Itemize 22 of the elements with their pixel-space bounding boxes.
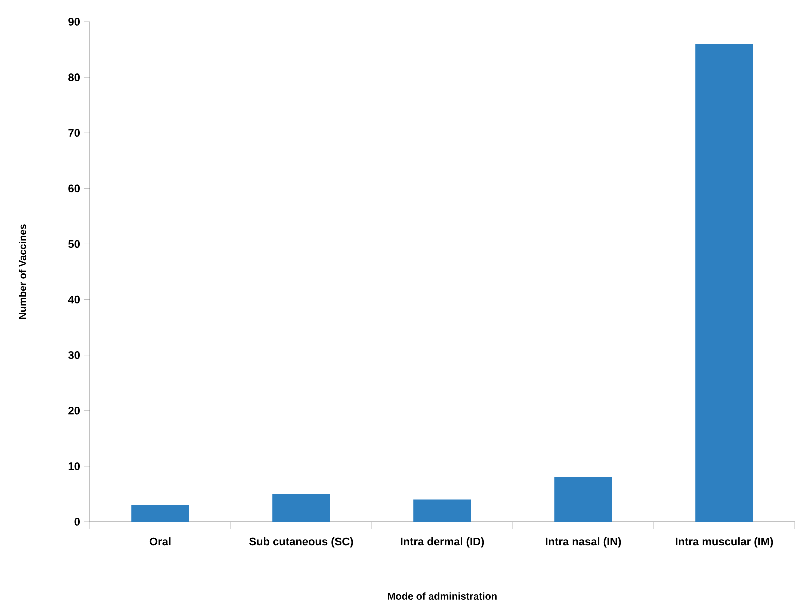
y-tick-label: 0: [74, 518, 80, 526]
x-tick-label: Intra muscular (IM): [676, 538, 774, 548]
y-tick-label: 80: [68, 74, 80, 82]
x-axis-title: Mode of administration: [388, 592, 497, 600]
y-tick-label: 10: [68, 462, 80, 470]
bar: [132, 505, 190, 522]
y-tick-label: 90: [68, 18, 80, 26]
bar: [554, 478, 612, 522]
bar: [272, 494, 330, 522]
y-tick-label: 50: [68, 240, 80, 248]
y-tick-label: 40: [68, 296, 80, 304]
y-tick-label: 70: [68, 129, 80, 138]
y-tick-label: 60: [68, 184, 80, 193]
y-axis-title: Number of Vaccines: [19, 224, 26, 320]
x-tick-label: Intra dermal (ID): [401, 538, 484, 548]
y-tick-label: 20: [68, 407, 80, 415]
x-tick-label: Oral: [150, 538, 171, 546]
x-tick-label: Sub cutaneous (SC): [250, 538, 354, 548]
y-tick-label: 30: [68, 351, 80, 360]
bar: [696, 44, 754, 522]
x-tick-label: Intra nasal (IN): [546, 538, 622, 548]
bar: [414, 500, 472, 522]
